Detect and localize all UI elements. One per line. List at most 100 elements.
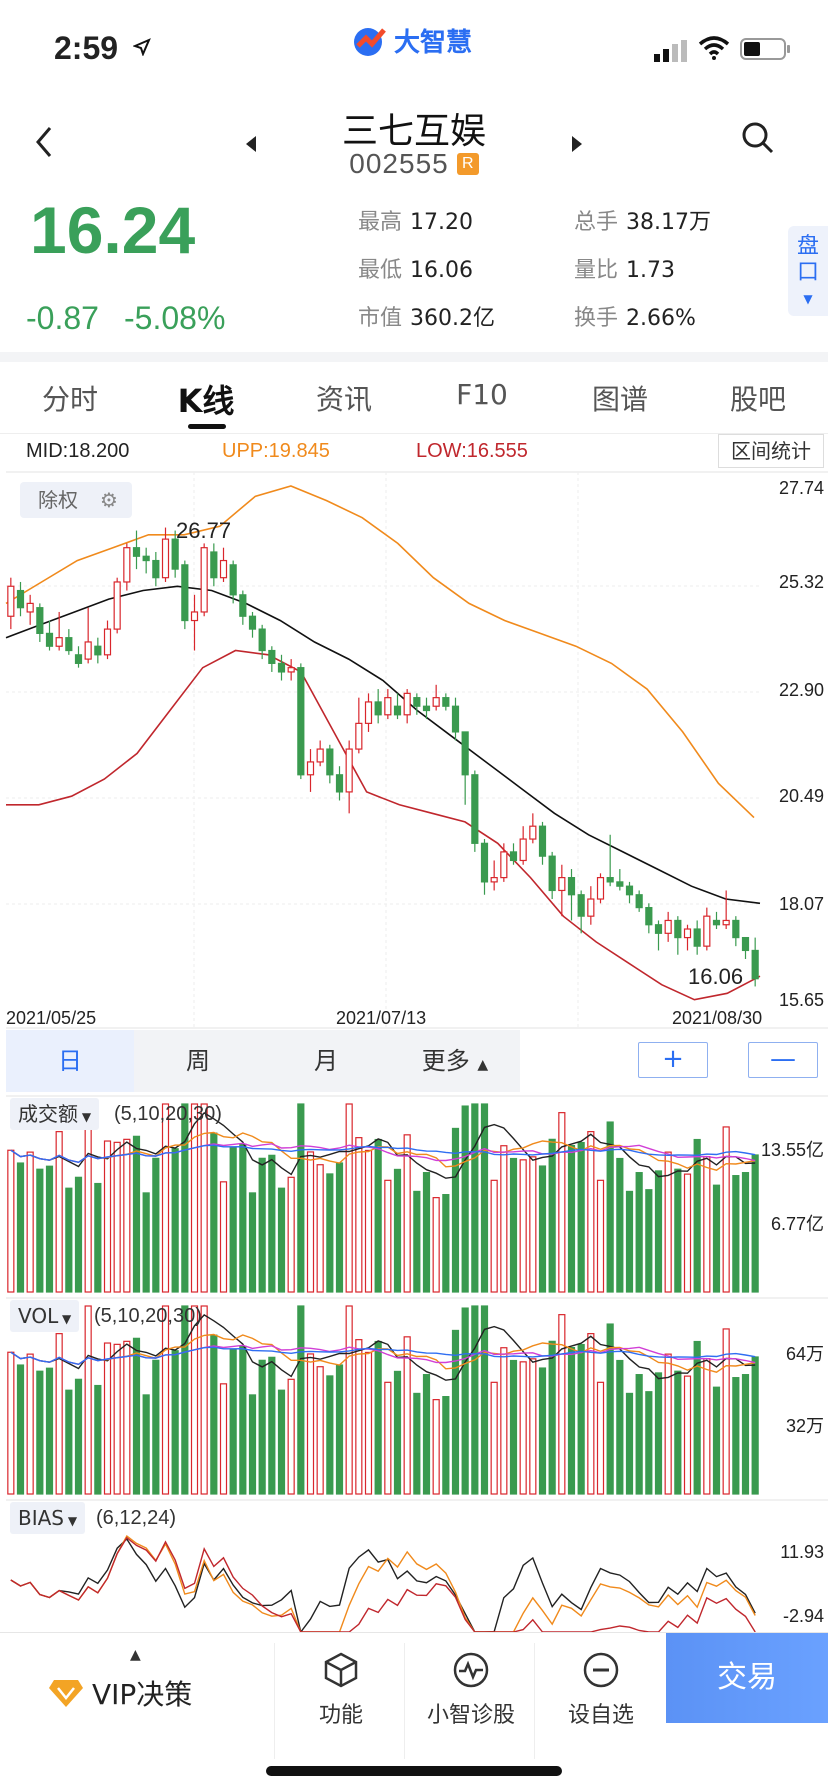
bias-line (10, 1536, 756, 1632)
amount-bar (210, 1132, 218, 1293)
previous-stock-icon[interactable] (244, 134, 258, 154)
last-price: 16.24 (30, 193, 196, 267)
next-stock-icon[interactable] (570, 134, 584, 154)
tab-f10[interactable]: F10 (456, 378, 508, 411)
volume-bar (712, 1386, 721, 1495)
trade-button[interactable]: 交易 (666, 1633, 828, 1723)
amount-bar (335, 1162, 344, 1293)
vol-y-mid: 32万 (785, 1416, 824, 1436)
range-stats-button[interactable]: 区间统计 (718, 434, 824, 468)
candle-up (200, 547, 208, 613)
amount-bar (654, 1170, 663, 1293)
volume-bar (664, 1353, 672, 1495)
period-week[interactable]: 周 (134, 1030, 262, 1092)
volume-bar (161, 1305, 170, 1495)
caret-down-icon: ▼ (78, 1110, 92, 1124)
add-watchlist-button[interactable]: 设自选 (546, 1651, 656, 1729)
amount-bar (703, 1156, 711, 1293)
max-price-label: 26.77 (176, 518, 232, 543)
candle-down (413, 697, 421, 707)
candle-up (384, 697, 392, 716)
candle-up (7, 585, 15, 617)
amount-bar (65, 1187, 73, 1293)
tab-intraday[interactable]: 分时 (41, 383, 98, 416)
order-book-button[interactable]: 盘口 ▼ (788, 226, 828, 316)
volume-bar (229, 1348, 237, 1495)
volume-bar (123, 1340, 131, 1495)
period-more[interactable]: 更多 ▲ (390, 1030, 520, 1092)
volume-bar (26, 1353, 34, 1495)
volume-bar (558, 1314, 566, 1495)
volume-bar (316, 1366, 324, 1495)
amount-bar (567, 1144, 576, 1293)
y-tick-label: 15.65 (778, 990, 824, 1010)
amount-bar (326, 1173, 334, 1293)
volume-bar (616, 1359, 624, 1495)
y-tick-label: 22.90 (778, 680, 824, 700)
volume-bar (181, 1305, 189, 1495)
bias-indicator-selector[interactable]: BIAS ▼ (10, 1502, 86, 1534)
separator (274, 1643, 275, 1759)
location-arrow-icon (133, 38, 151, 56)
caret-down-icon: ▼ (803, 292, 813, 306)
volume-bar (335, 1364, 344, 1495)
amount-bar (674, 1168, 682, 1293)
volume-bar (36, 1370, 44, 1495)
candle-up (500, 851, 508, 879)
candle-down (297, 667, 305, 776)
candle-up (306, 761, 315, 776)
amount-bar (200, 1103, 208, 1293)
gear-icon[interactable]: ⚙ (100, 488, 118, 512)
volume-bar (258, 1359, 266, 1495)
candle-down (210, 551, 218, 579)
vip-decision-button[interactable]: VIP决策 (48, 1673, 192, 1713)
tab-news[interactable]: 资讯 (315, 383, 372, 416)
vol-indicator-selector[interactable]: VOL ▼ (10, 1300, 80, 1332)
tab-forum[interactable]: 股吧 (729, 383, 786, 416)
caret-up-icon[interactable]: ▲ (130, 1647, 141, 1663)
back-icon[interactable] (32, 122, 56, 162)
volume-bar (287, 1378, 295, 1495)
volume-bar (548, 1340, 556, 1495)
volume-bar (596, 1381, 605, 1495)
candle-down (142, 555, 150, 562)
caret-down-icon: ▼ (58, 1312, 72, 1326)
amount-bar (16, 1162, 25, 1293)
amount-bar (538, 1165, 547, 1293)
zoom-in-button[interactable]: + (638, 1042, 708, 1078)
candle-down (36, 607, 44, 634)
amount-bar (229, 1146, 237, 1293)
tab-graph[interactable]: 图谱 (591, 383, 648, 416)
amount-bar (625, 1190, 634, 1293)
tab-active-indicator (188, 424, 226, 429)
candle-up (364, 701, 373, 724)
margin-badge: R (456, 153, 479, 175)
tab-kline[interactable]: K线 (177, 382, 235, 420)
y-tick-label: 20.49 (778, 786, 824, 806)
search-icon[interactable] (740, 120, 776, 156)
candle-down (132, 547, 141, 557)
volume-ma-line (10, 1313, 756, 1381)
kline-chart[interactable] (0, 432, 828, 1632)
stock-code: 002555 (349, 148, 449, 179)
bias-line (10, 1534, 756, 1632)
boll-upper-line (5, 485, 755, 819)
candle-up (287, 667, 295, 673)
candle-down (94, 645, 102, 656)
amount-bar (635, 1172, 643, 1293)
candle-up (596, 877, 605, 900)
candle-down (248, 615, 257, 630)
amount-indicator-selector[interactable]: 成交额 ▼ (10, 1098, 100, 1130)
candle-down (442, 697, 450, 707)
zoom-out-button[interactable]: — (748, 1042, 818, 1078)
candle-down (335, 774, 344, 793)
period-day[interactable]: 日 (6, 1030, 134, 1092)
period-month[interactable]: 月 (262, 1030, 390, 1092)
ex-rights-toggle[interactable]: 除权 ⚙ (20, 482, 132, 518)
volume-bar (587, 1333, 595, 1495)
candle-down (171, 538, 179, 570)
candle-down (548, 855, 556, 892)
function-button[interactable]: 功能 (286, 1651, 396, 1729)
smart-diagnosis-button[interactable]: 小智诊股 (416, 1651, 526, 1729)
brand-name: 大智慧 (394, 28, 473, 58)
